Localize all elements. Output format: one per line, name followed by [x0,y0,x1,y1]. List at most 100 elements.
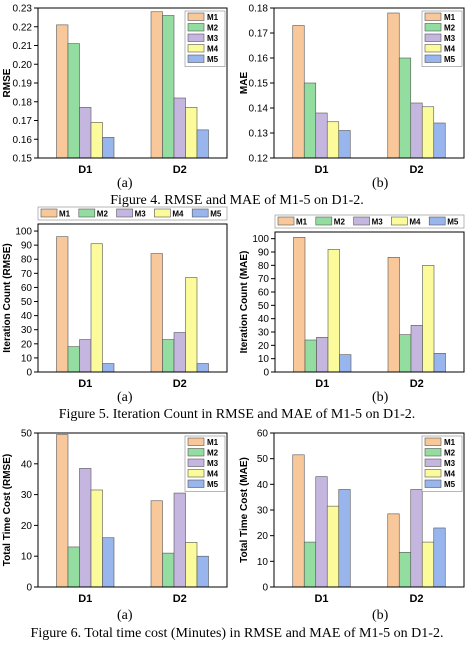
bar-m3-d2 [173,492,186,588]
legend-label-m2: M2 [444,449,456,458]
y-tick-label: 0.15 [13,154,33,165]
bar-m2-d1 [303,541,317,588]
bar-m1-d1 [56,236,69,373]
bar-m1-d1 [56,24,69,159]
y-tick-label: 0.19 [13,79,33,90]
bar-m2-d2 [162,339,175,373]
figure-5-caption: Figure 5. Iteration Count in RMSE and MA… [58,407,416,422]
legend-swatch-m5 [424,479,442,488]
legend-label-m1: M1 [444,438,456,447]
legend-label-m2: M2 [207,24,219,33]
bar-m5-d2 [433,353,446,373]
x-tick-label: D1 [78,378,92,390]
y-axis-title: Iteration Count (MAE) [239,251,250,354]
legend-label-m1: M1 [207,13,219,22]
bar-m4-d1 [90,243,103,373]
bar-m4-d2 [422,265,435,373]
bar-m2-d1 [67,346,80,373]
x-tick-label: D1 [314,593,328,605]
legend-swatch-m4 [391,216,408,226]
bar-m4-d1 [326,121,340,159]
y-tick-label: 10 [257,557,269,568]
bar-m1-d2 [150,253,163,373]
y-tick-label: 30 [21,325,33,336]
y-tick-label: 0.16 [249,54,269,65]
legend-label-m5: M5 [444,55,456,64]
chart-fig5a: 0 10 20 30 40 50 60 70 80 90 100 D1 D2 Iteration Coun… [2,206,228,390]
legend-swatch-m4 [424,44,442,53]
legend-label-m1: M1 [444,13,456,22]
bar-m4-d1 [90,122,103,159]
bar-m1-d1 [56,434,69,588]
plot-frame [37,223,228,373]
chart-fig5b: 0 10 20 30 40 50 60 70 80 90 100 D1 D2 Iteration Coun… [239,214,465,390]
bar-m2-d2 [162,15,175,159]
y-tick-label: 20 [258,341,270,352]
legend-label-m1: M1 [207,438,219,447]
y-tick-label: 50 [257,454,269,465]
x-tick-label: D2 [409,593,423,605]
x-tick-label: D2 [409,164,423,176]
bar-m2-d1 [67,43,80,159]
y-tick-label: 90 [21,241,33,252]
bar-m1-d2 [387,257,400,373]
bar-m1-d2 [150,500,163,588]
bar-m2-d2 [162,552,175,588]
legend-label-m4: M4 [207,45,219,54]
legend-swatch-m3 [353,216,370,226]
legend-label-m5: M5 [447,218,459,227]
legend-swatch-m2 [315,216,333,226]
y-tick-label: 0.20 [13,60,33,71]
plot-frame [274,231,465,373]
y-tick-label: 90 [258,248,270,259]
legend-swatch-m1 [277,216,295,226]
legend-label-m3: M3 [444,34,456,43]
bar-m5-d1 [338,130,351,159]
x-tick-label: D2 [410,378,424,390]
y-tick-label: 0.12 [249,154,269,165]
bar-m3-d1 [315,476,328,588]
bar-m5-d2 [196,363,209,373]
bar-m1-d1 [292,25,305,159]
y-tick-label: 40 [21,459,33,470]
figure-6-caption: Figure 6. Total time cost (Minutes) in R… [30,626,444,641]
y-tick-label: 50 [21,297,33,308]
legend-label-m4: M4 [172,210,184,219]
legend-swatch-m3 [116,208,133,218]
bar-m1-d2 [387,513,400,588]
legend-swatch-m1 [40,208,58,218]
x-tick-label: D1 [78,164,92,176]
y-tick-label: 60 [257,429,269,440]
legend-label-m4: M4 [444,470,456,479]
y-tick-label: 20 [21,339,33,350]
y-tick-label: 40 [257,480,269,491]
bar-m4-d1 [90,489,103,588]
figure-4-caption: Figure 4. RMSE and MAE of M1-5 on D1-2. [110,193,364,208]
legend-swatch-m2 [78,208,96,218]
bar-m1-d1 [293,237,306,373]
plot-frame [273,7,465,159]
legend-label-m2: M2 [444,24,456,33]
legend-swatch-m3 [187,458,205,467]
y-tick-label: 40 [258,314,270,325]
y-tick-label: 0 [263,368,269,379]
y-axis-title: MAE [239,72,250,95]
y-tick-label: 40 [21,311,33,322]
x-tick-label: D1 [78,593,92,605]
x-tick-label: D2 [173,164,187,176]
y-tick-label: 30 [258,328,270,339]
legend-label-m3: M3 [207,34,219,43]
y-tick-label: 0 [262,583,268,594]
y-tick-label: 0.21 [13,41,33,52]
x-tick-label: D1 [315,378,329,390]
bar-m3-d2 [173,332,186,373]
bar-m5-d1 [339,354,352,373]
bar-m5-d1 [102,537,115,588]
y-tick-label: 0.17 [13,116,33,127]
y-tick-label: 0.18 [13,97,33,108]
bar-m3-d2 [410,489,423,588]
legend-swatch-m5 [424,54,442,63]
bar-m2-d1 [304,339,317,373]
plot-frame [37,7,228,159]
y-tick-label: 70 [21,269,33,280]
